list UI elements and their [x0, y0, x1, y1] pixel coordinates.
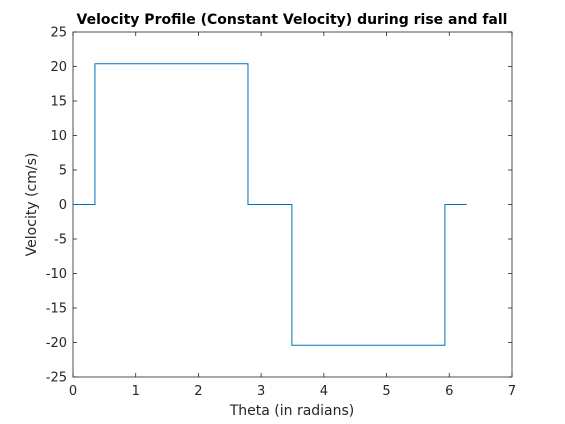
chart-title: Velocity Profile (Constant Velocity) dur…: [77, 12, 508, 28]
y-tick-label: 20: [50, 60, 67, 75]
x-tick-label: 7: [508, 384, 516, 399]
x-tick-label: 1: [132, 384, 140, 399]
y-tick-label: 5: [59, 164, 67, 179]
series-line-velocity: [73, 63, 467, 346]
x-tick-label: 6: [445, 384, 453, 399]
x-tick-label: 3: [257, 384, 265, 399]
y-axis-label: Velocity (cm/s): [24, 153, 40, 257]
ticks-layer: [72, 31, 513, 378]
y-tick-label: -10: [46, 267, 67, 282]
tick-labels-layer: 0 1 2 3 4 5 6 7 -25 -20 -15 -10 -5 0 5 10 15 20 25: [46, 26, 516, 400]
y-tick-label: 10: [50, 129, 67, 144]
y-tick-label: -5: [54, 233, 67, 248]
axes-box: [72, 31, 513, 378]
x-tick-label: 4: [320, 384, 328, 399]
y-tick-label: -25: [46, 371, 67, 386]
y-tick-label: 0: [59, 198, 67, 213]
y-tick-label: 15: [50, 95, 67, 110]
x-axis-label: Theta (in radians): [229, 403, 355, 419]
x-tick-label: 5: [382, 384, 390, 399]
x-tick-label: 0: [69, 384, 77, 399]
y-tick-label: 25: [50, 26, 67, 41]
x-tick-label: 2: [194, 384, 202, 399]
plot-area: [73, 32, 512, 377]
y-tick-label: -15: [46, 302, 67, 317]
y-tick-label: -20: [46, 336, 67, 351]
